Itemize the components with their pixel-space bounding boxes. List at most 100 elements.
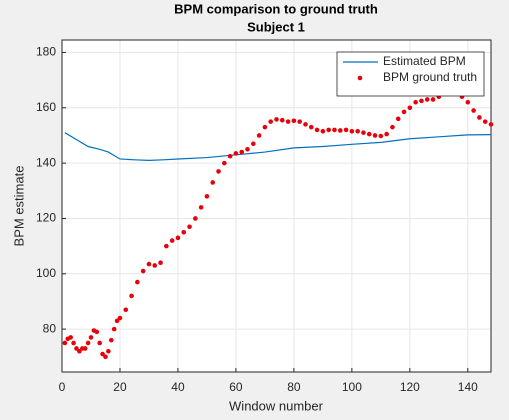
y-tick-label: 120 (36, 211, 56, 225)
point (158, 260, 163, 266)
point (349, 129, 355, 134)
point (337, 128, 343, 133)
legend-label: Estimated BPM (383, 54, 466, 68)
point (233, 151, 239, 156)
point (308, 124, 314, 130)
y-tick-label: 160 (36, 100, 56, 114)
point (85, 340, 91, 346)
y-tick-label: 140 (36, 155, 56, 169)
point (343, 127, 349, 133)
point (488, 122, 494, 127)
point (140, 268, 146, 274)
point (395, 116, 401, 122)
point (326, 127, 331, 133)
point (123, 307, 129, 313)
point (256, 133, 262, 138)
x-tick-label: 80 (287, 380, 301, 394)
point (216, 169, 221, 174)
x-axis-label: Window number (229, 398, 324, 413)
point (262, 124, 268, 130)
x-tick-label: 100 (342, 380, 362, 394)
point (146, 261, 152, 267)
legend-box (336, 51, 485, 97)
point (239, 149, 245, 155)
point (94, 329, 100, 335)
point (366, 131, 372, 137)
point (62, 340, 68, 346)
point (251, 141, 256, 147)
point (390, 124, 395, 130)
point (103, 354, 108, 360)
y-tick-label: 80 (43, 321, 57, 335)
point (198, 205, 204, 210)
point (106, 348, 111, 354)
point (117, 315, 123, 321)
x-tick-label: 0 (59, 380, 66, 394)
point (88, 335, 94, 340)
chart-title: BPM comparison to ground truth (174, 1, 378, 16)
point (108, 337, 114, 343)
point (181, 229, 187, 235)
point (164, 243, 169, 249)
point (97, 340, 102, 346)
point (401, 109, 407, 115)
point (372, 133, 378, 138)
point (210, 180, 216, 185)
point (413, 99, 418, 105)
point (152, 263, 158, 268)
point (378, 133, 384, 139)
point (114, 318, 120, 324)
point (129, 293, 134, 299)
line (64, 132, 492, 161)
point (424, 97, 430, 102)
point (227, 153, 233, 159)
point (477, 115, 482, 120)
point (74, 346, 79, 351)
point (291, 118, 297, 124)
legend-label: BPM ground truth (383, 70, 477, 84)
point (384, 131, 389, 137)
point (320, 129, 326, 134)
x-tick-label: 120 (400, 380, 420, 394)
point (135, 279, 140, 285)
point (77, 348, 82, 354)
point (355, 129, 360, 134)
point (297, 119, 302, 124)
x-tick-label: 40 (171, 380, 185, 394)
x-tick-label: 60 (229, 380, 243, 394)
point (430, 97, 436, 102)
point (204, 194, 210, 199)
point (303, 122, 308, 127)
y-axis-label: BPM estimate (11, 166, 26, 247)
point (314, 127, 320, 133)
axes-box (61, 39, 492, 373)
point (169, 238, 175, 243)
chart-subtitle: Subject 1 (247, 19, 305, 34)
point (68, 335, 73, 340)
point (100, 351, 105, 357)
point (419, 98, 424, 104)
y-tick-label: 180 (36, 45, 56, 59)
point (82, 346, 88, 351)
point (465, 99, 471, 105)
point (222, 160, 227, 166)
point (245, 146, 250, 152)
point (471, 108, 476, 113)
point (361, 130, 366, 135)
point (332, 127, 337, 133)
point (482, 119, 488, 124)
point (407, 105, 413, 111)
x-tick-label: 140 (458, 380, 478, 394)
x-tick-label: 20 (113, 380, 127, 394)
point (279, 117, 285, 123)
point (193, 216, 198, 221)
point (175, 235, 181, 241)
point (268, 119, 274, 124)
point (111, 326, 117, 332)
point (187, 224, 192, 230)
legend-swatch (357, 75, 363, 81)
point (274, 117, 279, 122)
y-tick-label: 100 (36, 266, 56, 280)
